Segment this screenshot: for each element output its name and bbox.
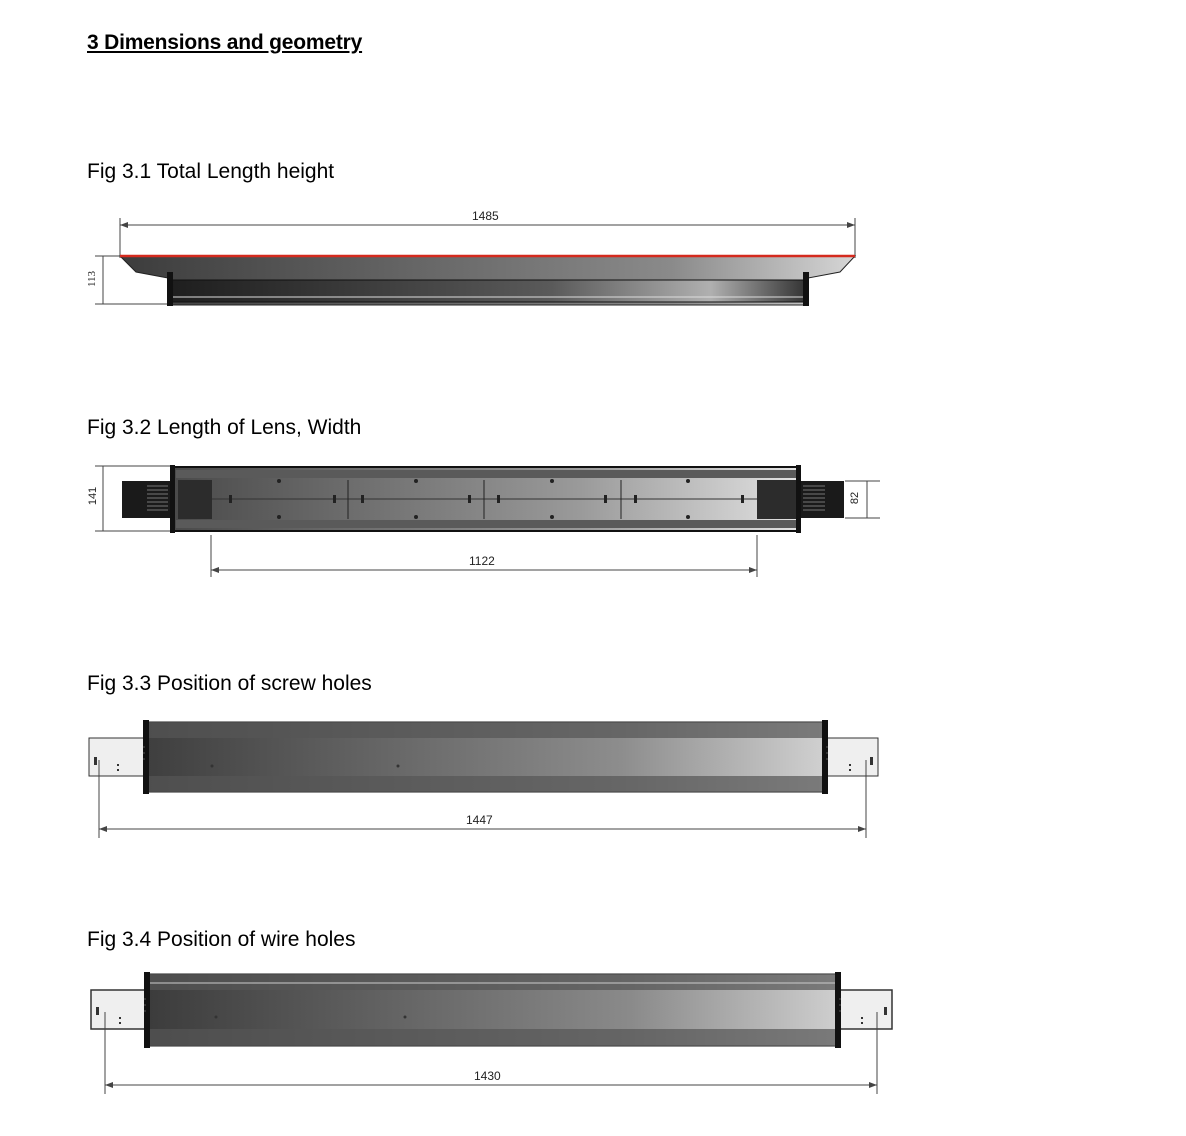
fig-3-1-fixture-side-view: [118, 254, 857, 306]
section-title: 3 Dimensions and geometry: [87, 31, 363, 54]
fig-3-2-caption: Fig 3.2 Length of Lens, Width: [87, 416, 362, 439]
fig-3-3-length-label: 1447: [466, 813, 493, 827]
fig-3-4-fixture-bottom-view: [90, 972, 893, 1048]
fig-3-2-end-width-label: 82: [849, 491, 862, 505]
fig-3-3-caption: Fig 3.3 Position of screw holes: [87, 672, 372, 695]
fig-3-3-fixture-bottom-view: [88, 720, 879, 794]
fig-3-1-length-dimension: [119, 218, 856, 258]
fig-3-1-length-label: 1485: [472, 209, 499, 223]
fig-3-1-height-dimension: [95, 255, 168, 305]
fig-3-1-caption: Fig 3.1 Total Length height: [87, 160, 335, 183]
fig-3-2-width-label: 141: [87, 486, 100, 506]
fig-3-4-caption: Fig 3.4 Position of wire holes: [87, 928, 356, 951]
fig-3-2-lens-length-label: 1122: [469, 554, 495, 568]
fig-3-2-fixture-top-view: [122, 465, 844, 533]
fig-3-2-width-dimension: [95, 465, 175, 532]
fig-3-4-length-label: 1430: [474, 1069, 501, 1083]
fig-3-1-height-label: 113: [86, 270, 99, 288]
